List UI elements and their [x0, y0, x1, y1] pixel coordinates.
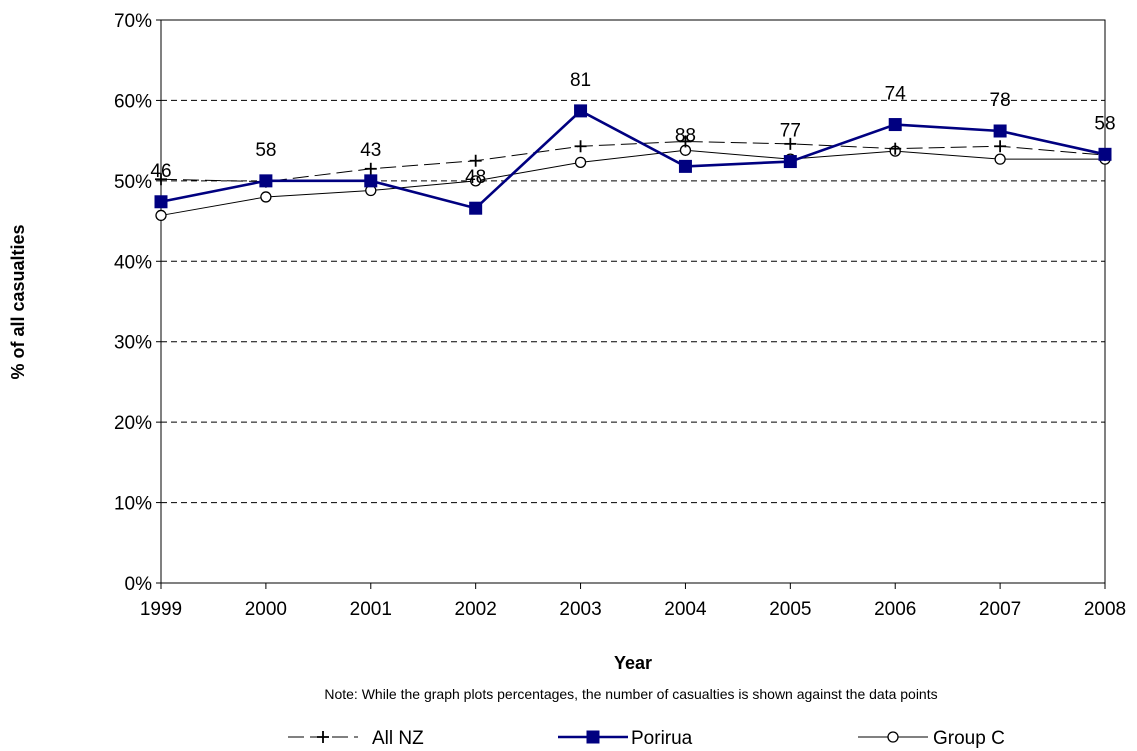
- x-tick-label: 1999: [140, 599, 182, 620]
- data-point: [888, 118, 902, 132]
- y-axis-title: % of all casualties: [8, 224, 28, 379]
- series-line-all-nz: [160, 140, 1106, 183]
- data-point: [679, 135, 692, 148]
- x-tick-label: 2007: [979, 599, 1021, 620]
- legend-label: Group C: [933, 728, 1005, 749]
- legend-label: Porirua: [631, 728, 693, 749]
- data-point: [889, 142, 902, 155]
- data-point: [259, 174, 273, 188]
- data-point: [364, 162, 377, 175]
- y-tick-label: 50%: [114, 172, 152, 193]
- data-point: [155, 209, 167, 222]
- y-tick-label: 60%: [114, 91, 152, 112]
- x-tick-label: 2005: [769, 599, 811, 620]
- plot-area-border: [160, 19, 1106, 584]
- legend-item-group-c: Group C: [858, 728, 1005, 749]
- data-point: [994, 153, 1006, 165]
- data-point: [364, 174, 378, 188]
- y-axis: 0% 10% 20% 30% 40% 50% 60% 70%: [114, 11, 161, 595]
- data-label: 74: [885, 84, 907, 105]
- data-point: [574, 104, 588, 118]
- x-tick-label: 2006: [874, 599, 916, 620]
- data-point: [469, 154, 482, 167]
- series-lines: [160, 109, 1106, 216]
- legend-item-all-nz: All NZ: [288, 728, 424, 749]
- x-axis-title: Year: [614, 653, 652, 673]
- data-label: 43: [360, 140, 381, 161]
- data-label: 46: [150, 161, 171, 182]
- data-label: 77: [780, 121, 801, 142]
- x-tick-label: 2004: [664, 599, 707, 620]
- data-label: 58: [1094, 113, 1115, 134]
- data-point: [993, 124, 1007, 138]
- x-tick-label: 2001: [350, 599, 392, 620]
- data-labels: 46 58 43 48 81 88 77 74 78 58: [150, 70, 1115, 188]
- data-point: [469, 201, 483, 215]
- data-point: [155, 173, 167, 186]
- x-tick-label: 2000: [245, 599, 287, 620]
- legend-marker: [586, 730, 600, 744]
- data-label: 48: [465, 167, 486, 188]
- x-tick-label: 2008: [1084, 599, 1126, 620]
- data-point: [574, 156, 587, 169]
- legend-marker: [887, 731, 899, 743]
- x-axis: 1999 2000 2001 2002 2003 2004 2005 2006 2007 2008: [140, 583, 1126, 620]
- series-markers: [154, 104, 1112, 222]
- data-point: [994, 140, 1007, 153]
- data-label: 88: [675, 125, 696, 146]
- data-label: 58: [255, 140, 276, 161]
- legend-marker: [317, 731, 329, 743]
- legend: All NZ Porirua Group C: [288, 728, 1005, 749]
- data-point: [678, 159, 692, 173]
- y-tick-label: 70%: [114, 11, 152, 32]
- y-tick-label: 40%: [114, 252, 152, 273]
- series-line-porirua: [160, 109, 1106, 210]
- series-line-group-c: [160, 149, 1105, 216]
- data-label: 78: [990, 90, 1011, 111]
- data-point: [574, 140, 587, 153]
- data-point: [470, 175, 482, 187]
- data-point: [260, 191, 272, 203]
- data-label: 81: [570, 70, 591, 91]
- gridlines: [160, 19, 1106, 584]
- x-tick-label: 2002: [455, 599, 497, 620]
- data-point: [154, 195, 168, 209]
- y-tick-label: 20%: [114, 413, 152, 434]
- y-tick-label: 0%: [125, 574, 153, 595]
- y-tick-label: 30%: [114, 333, 152, 354]
- legend-label: All NZ: [372, 728, 424, 749]
- legend-item-porirua: Porirua: [558, 728, 693, 749]
- data-point: [1098, 147, 1112, 161]
- x-tick-label: 2003: [559, 599, 601, 620]
- chart-note: Note: While the graph plots percentages,…: [324, 686, 937, 702]
- data-point: [784, 137, 797, 150]
- y-tick-label: 10%: [114, 494, 152, 515]
- data-point: [783, 155, 797, 169]
